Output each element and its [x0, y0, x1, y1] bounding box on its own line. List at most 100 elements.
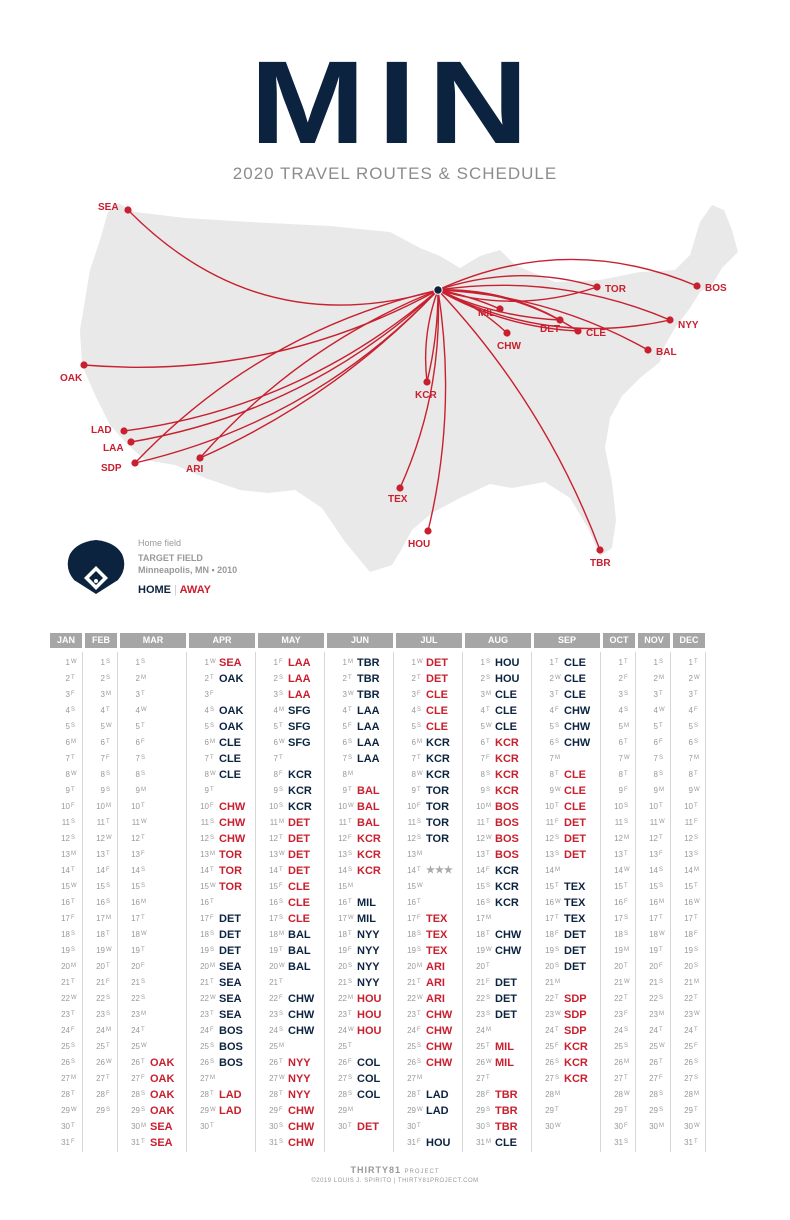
day-number: 13	[131, 850, 140, 859]
day-row: 6 W SFG	[258, 735, 324, 751]
weekday-letter: T	[694, 883, 698, 889]
day-row: 19 W	[85, 943, 117, 959]
weekday-letter: M	[624, 947, 629, 953]
day-number: 20	[545, 962, 554, 971]
day-row: 22 W ARI	[396, 991, 462, 1007]
weekday-letter: T	[71, 899, 75, 905]
weekday-letter: T	[555, 1107, 559, 1113]
day-row: 14 S	[120, 863, 186, 879]
day-number: 18	[476, 930, 485, 939]
day-number: 3	[411, 690, 416, 699]
day-number: 5	[618, 722, 623, 731]
route-sea	[127, 209, 439, 306]
day-row: 31 S	[603, 1135, 635, 1151]
home-game: CHW	[288, 1025, 315, 1037]
weekday-letter: W	[624, 867, 630, 873]
day-row: 16 W TEX	[534, 895, 600, 911]
day-number: 20	[269, 962, 278, 971]
city-label-sea: SEA	[98, 202, 119, 213]
weekday-letter: M	[555, 979, 560, 985]
weekday-letter: M	[279, 1043, 284, 1049]
home-game: LAA	[357, 737, 380, 749]
weekday-letter: S	[106, 675, 111, 681]
day-row: 18 S	[603, 927, 635, 943]
weekday-letter: T	[106, 1075, 110, 1081]
day-row: 16 T MIL	[327, 895, 393, 911]
weekday-letter: M	[624, 1059, 629, 1065]
day-row: 30 F	[603, 1119, 635, 1135]
day-row: 2 T OAK	[189, 671, 255, 687]
day-row: 27 F OAK	[120, 1071, 186, 1087]
day-number: 31	[269, 1138, 278, 1147]
day-number: 15	[61, 882, 70, 891]
day-number: 5	[100, 722, 105, 731]
day-number: 20	[684, 962, 693, 971]
day-number: 5	[480, 722, 485, 731]
day-row: 22 T SDP	[534, 991, 600, 1007]
day-row: 17 M	[85, 911, 117, 927]
month-header-dec: DEC	[673, 633, 706, 648]
away-game: DET	[564, 817, 586, 829]
day-number: 23	[200, 1010, 209, 1019]
day-row: 4 T CLE	[465, 703, 531, 719]
weekday-letter: S	[417, 947, 422, 953]
day-row: 2 S LAA	[258, 671, 324, 687]
weekday-letter: S	[486, 659, 491, 665]
weekday-letter: S	[694, 947, 699, 953]
weekday-letter: W	[555, 787, 561, 793]
weekday-letter: S	[348, 739, 353, 745]
weekday-letter: M	[210, 851, 215, 857]
day-number: 31	[614, 1138, 623, 1147]
weekday-letter: S	[348, 963, 353, 969]
month-column-aug: 1 S HOU 2 S HOU 3 M CLE 4 T CLE 5 W CLE 6 T KCR 7 F KCR 8 S KCR…	[465, 652, 532, 1152]
hub-marker-min	[433, 285, 443, 295]
weekday-letter: S	[624, 1139, 629, 1145]
weekday-letter: S	[71, 1043, 76, 1049]
weekday-letter: T	[694, 771, 698, 777]
day-number: 13	[476, 850, 485, 859]
day-number: 12	[407, 834, 416, 843]
day-number: 6	[618, 738, 623, 747]
weekday-letter: W	[210, 995, 216, 1001]
weekday-letter: T	[348, 707, 352, 713]
away-game: NYY	[288, 1073, 311, 1085]
day-number: 11	[200, 818, 209, 827]
day-number: 23	[269, 1010, 278, 1019]
weekday-letter: S	[71, 931, 76, 937]
day-number: 8	[204, 770, 209, 779]
day-row: 23 T SEA	[189, 1007, 255, 1023]
weekday-letter: S	[417, 1059, 422, 1065]
day-number: 26	[649, 1058, 658, 1067]
day-row: 2 W CLE	[534, 671, 600, 687]
day-number: 23	[684, 1010, 693, 1019]
weekday-letter: S	[694, 739, 699, 745]
weekday-letter: S	[348, 1091, 353, 1097]
day-row: 28 M	[673, 1087, 705, 1103]
weekday-letter: T	[279, 979, 283, 985]
weekday-letter: M	[486, 691, 491, 697]
day-number: 27	[649, 1074, 658, 1083]
weekday-letter: T	[141, 947, 145, 953]
weekday-letter: T	[659, 947, 663, 953]
home-game: TBR	[357, 673, 380, 685]
home-game: CHW	[564, 721, 591, 733]
day-row: 23 S CHW	[258, 1007, 324, 1023]
weekday-letter: W	[486, 835, 492, 841]
day-row: 19 T	[120, 943, 186, 959]
day-number: 22	[545, 994, 554, 1003]
day-number: 25	[407, 1042, 416, 1051]
day-number: 28	[614, 1090, 623, 1099]
day-number: 12	[338, 834, 347, 843]
home-game: TOR	[426, 817, 450, 829]
day-number: 8	[688, 770, 693, 779]
day-row: 14 T	[50, 863, 82, 879]
weekday-letter: M	[141, 1123, 146, 1129]
city-markers: SEA OAK LAD LAA SDP ARI TEX HOU TBR KCR CHW MIL DET C…	[60, 202, 727, 569]
